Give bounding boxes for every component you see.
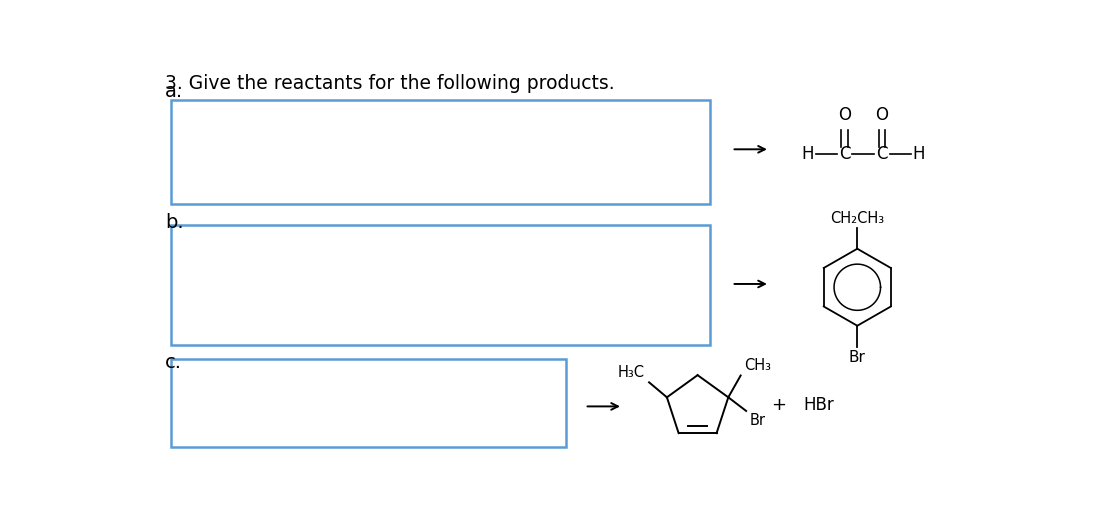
Text: O: O (838, 106, 852, 124)
Bar (171, 225, 710, 345)
Text: C: C (838, 145, 850, 163)
Text: CH₂CH₃: CH₂CH₃ (831, 210, 884, 226)
Text: Br: Br (750, 413, 765, 428)
Bar (171, 100, 710, 205)
Text: c.: c. (165, 354, 182, 373)
Text: b.: b. (165, 213, 184, 232)
Text: Br: Br (849, 350, 866, 365)
Text: HBr: HBr (803, 396, 834, 414)
Text: +: + (770, 396, 786, 414)
Text: H: H (802, 145, 814, 163)
Bar (171, 359, 566, 447)
Text: a.: a. (165, 82, 183, 101)
Text: C: C (876, 145, 888, 163)
Text: H₃C: H₃C (618, 365, 644, 381)
Text: CH₃: CH₃ (744, 358, 772, 374)
Text: O: O (876, 106, 889, 124)
Text: H: H (912, 145, 925, 163)
Text: 3. Give the reactants for the following products.: 3. Give the reactants for the following … (165, 74, 615, 93)
